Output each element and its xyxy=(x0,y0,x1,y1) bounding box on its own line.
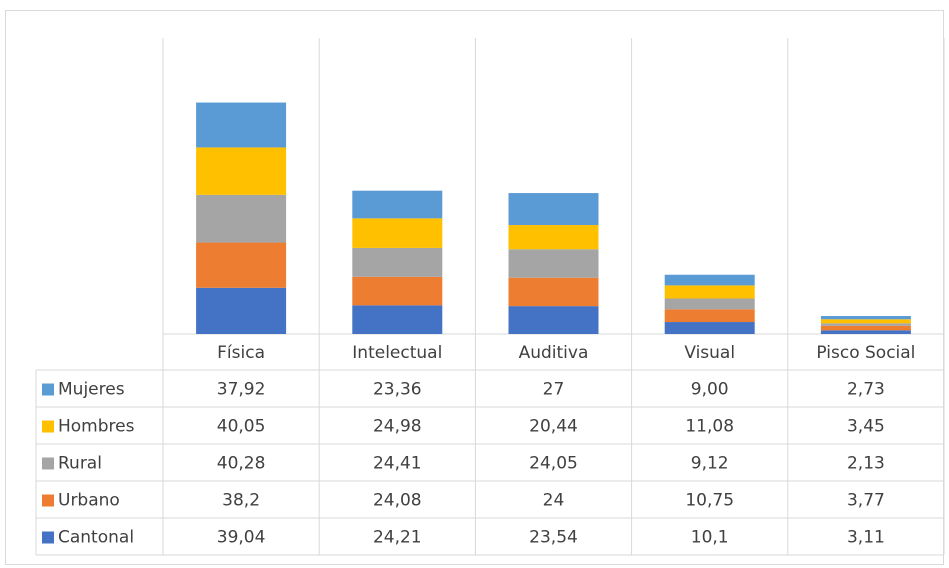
table-value: 40,28 xyxy=(217,454,266,474)
bar-segment xyxy=(196,147,287,195)
legend-swatch xyxy=(42,457,54,470)
bar-segment xyxy=(352,218,443,248)
legend-swatch xyxy=(42,494,54,507)
bar-segment xyxy=(664,285,755,299)
category-label: Pisco Social xyxy=(816,343,915,363)
bar-segment xyxy=(820,325,911,331)
category-label: Visual xyxy=(684,343,735,363)
category-label: Auditiva xyxy=(519,343,589,363)
table-value: 37,92 xyxy=(217,380,266,400)
bar-segment xyxy=(196,102,287,148)
bar-segment xyxy=(352,190,443,219)
bar-segment xyxy=(508,225,599,250)
table-value: 24,41 xyxy=(373,454,422,474)
bar-segment xyxy=(196,287,287,334)
table-value: 9,00 xyxy=(691,380,729,400)
table-value: 10,1 xyxy=(691,528,729,548)
table-value: 10,75 xyxy=(685,491,734,511)
table-value: 2,13 xyxy=(847,454,885,474)
bar-segment xyxy=(820,319,911,324)
legend-label: Hombres xyxy=(58,417,135,437)
legend-swatch xyxy=(42,531,54,544)
table-value: 23,54 xyxy=(529,528,578,548)
bar-segment xyxy=(508,193,599,226)
legend-swatch xyxy=(42,420,54,433)
category-label: Intelectual xyxy=(352,343,442,363)
table-value: 23,36 xyxy=(373,380,422,400)
bar-segment xyxy=(664,298,755,310)
table-value: 24,08 xyxy=(373,491,422,511)
table-value: 3,45 xyxy=(847,417,885,437)
bar-segment xyxy=(352,305,443,334)
table-value: 2,73 xyxy=(847,380,885,400)
table-value: 40,05 xyxy=(217,417,266,437)
bar-segment xyxy=(196,194,287,243)
bar-segment xyxy=(508,249,599,278)
bar-segment xyxy=(196,242,287,288)
bar-segment xyxy=(508,306,599,334)
table-value: 39,04 xyxy=(217,528,266,548)
bar-segment xyxy=(664,322,755,334)
bar-segment xyxy=(820,330,911,334)
legend-swatch xyxy=(42,383,54,396)
table-value: 24,05 xyxy=(529,454,578,474)
table-value: 27 xyxy=(543,380,565,400)
legend-label: Cantonal xyxy=(58,528,134,548)
bar-segment xyxy=(664,309,755,323)
category-label: Física xyxy=(217,343,265,363)
table-value: 24 xyxy=(543,491,565,511)
bar-segment xyxy=(820,316,911,320)
table-value: 3,11 xyxy=(847,528,885,548)
legend-label: Mujeres xyxy=(58,380,125,400)
bar-segment xyxy=(508,277,599,307)
table-value: 3,77 xyxy=(847,491,885,511)
bar-segment xyxy=(352,247,443,277)
legend-label: Urbano xyxy=(58,491,120,511)
table-value: 9,12 xyxy=(691,454,729,474)
bar-segment xyxy=(820,323,911,326)
table-value: 11,08 xyxy=(685,417,734,437)
table-value: 24,98 xyxy=(373,417,422,437)
table-value: 20,44 xyxy=(529,417,578,437)
table-value: 38,2 xyxy=(222,491,260,511)
table-value: 24,21 xyxy=(373,528,422,548)
bar-segment xyxy=(352,276,443,306)
legend-label: Rural xyxy=(58,454,102,474)
bar-segment xyxy=(664,274,755,286)
